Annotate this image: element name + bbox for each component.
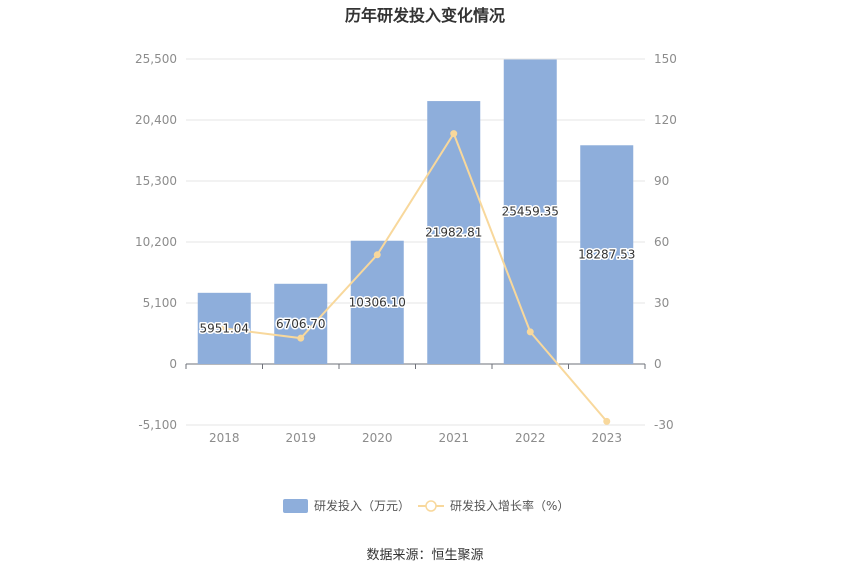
left-tick-label: 20,400	[135, 113, 177, 127]
left-tick-label: 0	[169, 357, 177, 371]
x-tick-label: 2020	[362, 431, 393, 445]
legend-bar-label: 研发投入（万元）	[314, 498, 410, 513]
right-tick-label: 0	[654, 357, 662, 371]
line-point	[526, 328, 534, 336]
left-tick-label: 10,200	[135, 235, 177, 249]
left-axis: -5,100 0 5,100 10,200 15,300 20,400 25,500	[135, 52, 177, 432]
left-tick-label: 25,500	[135, 52, 177, 66]
left-tick-label: -5,100	[138, 418, 177, 432]
bar	[350, 240, 404, 364]
bar-series	[197, 59, 634, 364]
line-point	[220, 324, 228, 332]
bar-value-label: 10306.10	[349, 295, 406, 309]
x-tick-label: 2023	[591, 431, 622, 445]
bar-value-label: 25459.35	[502, 205, 559, 219]
bar	[580, 145, 634, 364]
legend-line-label: 研发投入增长率（%）	[450, 498, 569, 513]
growth-line	[224, 131, 608, 422]
line-point	[450, 130, 458, 138]
right-tick-label: 60	[654, 235, 669, 249]
right-tick-label: -30	[654, 418, 674, 432]
right-tick-label: 150	[654, 52, 677, 66]
line-point	[297, 334, 305, 342]
right-tick-label: 30	[654, 296, 669, 310]
data-source: 数据来源：恒生聚源	[366, 548, 483, 563]
legend-item-line[interactable]: 研发投入增长率（%）	[418, 498, 569, 513]
grid-lines	[186, 58, 645, 426]
x-tick-label: 2021	[438, 431, 469, 445]
bar	[274, 283, 328, 364]
bar-value-label: 6706.70	[276, 317, 326, 331]
x-tick-label: 2022	[515, 431, 546, 445]
line-point	[373, 251, 381, 259]
bar-value-label: 21982.81	[425, 226, 482, 240]
left-tick-label: 15,300	[135, 174, 177, 188]
x-axis: 2018 2019 2020 2021 2022 2023	[185, 363, 646, 445]
right-axis: -30 0 30 60 90 120 150	[654, 52, 677, 432]
line-point	[603, 417, 611, 425]
bar	[427, 101, 481, 364]
legend-item-bar[interactable]: 研发投入（万元）	[283, 498, 410, 513]
bar	[503, 59, 557, 364]
legend-line-marker	[425, 500, 437, 512]
data-labels: 5951.04 6706.70 10306.10 21982.81 25459.35 18…	[198, 203, 637, 337]
x-tick-label: 2018	[209, 431, 240, 445]
chart-title: 历年研发投入变化情况	[345, 6, 505, 25]
left-tick-label: 5,100	[143, 296, 177, 310]
legend[interactable]: 研发投入（万元） 研发投入增长率（%）	[283, 498, 569, 513]
legend-bar-swatch	[283, 499, 308, 513]
bar-value-label: 5951.04	[199, 321, 249, 335]
line-series	[220, 130, 611, 425]
bar-value-label: 18287.53	[578, 248, 635, 262]
right-tick-label: 120	[654, 113, 677, 127]
right-tick-label: 90	[654, 174, 669, 188]
x-tick-label: 2019	[285, 431, 316, 445]
